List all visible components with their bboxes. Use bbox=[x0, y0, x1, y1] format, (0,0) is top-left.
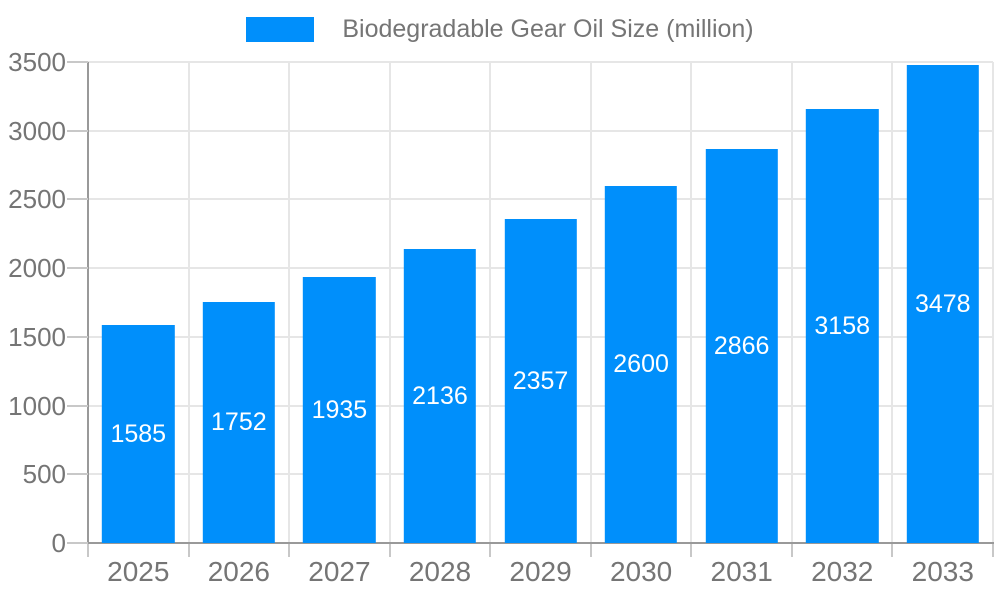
bar-slot: 1935 bbox=[289, 62, 390, 543]
x-tick bbox=[992, 544, 994, 557]
y-axis-labels: 0 500 1000 1500 2000 2500 3000 3500 bbox=[0, 49, 66, 556]
bar-2027[interactable]: 1935 bbox=[303, 277, 376, 543]
x-tick bbox=[388, 544, 391, 557]
y-tick bbox=[67, 473, 88, 476]
bar-slot: 2357 bbox=[490, 62, 591, 543]
v-gridline bbox=[187, 62, 190, 543]
y-tick bbox=[67, 404, 88, 407]
x-axis-line bbox=[88, 542, 994, 544]
x-tick-label: 2032 bbox=[811, 556, 874, 587]
x-tick bbox=[288, 544, 291, 557]
bar-slot: 2600 bbox=[591, 62, 692, 543]
bar-2028[interactable]: 2136 bbox=[403, 249, 477, 543]
x-tick-label: 2026 bbox=[207, 556, 270, 587]
x-tick-label: 2025 bbox=[107, 556, 170, 587]
x-tick-label: 2028 bbox=[408, 556, 472, 587]
x-tick-label: 2029 bbox=[509, 556, 572, 587]
h-gridline bbox=[88, 129, 993, 132]
x-tick bbox=[589, 544, 592, 557]
bar-2030[interactable]: 2600 bbox=[604, 185, 678, 543]
y-tick-label: 2000 bbox=[8, 253, 66, 284]
bar-slot: 1752 bbox=[189, 62, 290, 543]
h-gridline bbox=[88, 61, 993, 63]
v-gridline bbox=[589, 62, 592, 543]
bar-slot: 3478 bbox=[893, 62, 994, 543]
bar-slot: 1585 bbox=[88, 62, 189, 543]
y-tick-label: 2500 bbox=[8, 184, 66, 215]
bar-value-label: 2357 bbox=[512, 366, 569, 395]
bar-value-label: 1585 bbox=[110, 419, 167, 448]
bar-value-label: 3478 bbox=[914, 289, 971, 318]
bar-value-label: 3158 bbox=[814, 311, 871, 340]
v-gridline bbox=[690, 62, 693, 543]
x-tick-label: 2027 bbox=[308, 556, 371, 587]
y-axis-line bbox=[87, 62, 89, 557]
y-tick bbox=[67, 335, 88, 338]
bar-value-label: 1752 bbox=[211, 408, 267, 437]
x-tick bbox=[690, 544, 693, 557]
v-gridline bbox=[891, 62, 894, 543]
x-tick bbox=[187, 544, 190, 557]
y-tick bbox=[67, 267, 88, 270]
x-tick-label: 2031 bbox=[710, 556, 773, 587]
bar-2025[interactable]: 1585 bbox=[102, 325, 175, 543]
y-tick-label: 1500 bbox=[8, 321, 66, 352]
v-gridline bbox=[790, 62, 793, 543]
bar-value-label: 1935 bbox=[311, 395, 368, 424]
y-tick bbox=[67, 61, 88, 63]
bar-2032[interactable]: 3158 bbox=[806, 109, 879, 543]
y-tick-label: 3500 bbox=[8, 47, 66, 77]
bar-slot: 2866 bbox=[691, 62, 792, 543]
x-axis-labels: 2025 2026 2027 2028 2029 2030 2031 2032 2033 bbox=[88, 558, 993, 586]
v-gridline bbox=[388, 62, 391, 543]
y-tick bbox=[67, 129, 88, 132]
bar-value-label: 2866 bbox=[713, 331, 770, 360]
x-tick bbox=[891, 544, 894, 557]
bar-2029[interactable]: 2357 bbox=[504, 219, 577, 543]
bar-slot: 2136 bbox=[390, 62, 491, 543]
legend[interactable]: Biodegradable Gear Oil Size (million) bbox=[0, 15, 1000, 44]
bar-series: 1585 1752 1935 2136 2357 2600 2866 3158 3478 bbox=[88, 62, 993, 543]
x-tick bbox=[489, 544, 492, 557]
y-tick-label: 0 bbox=[51, 528, 66, 558]
bar-2026[interactable]: 1752 bbox=[202, 302, 276, 543]
x-tick-label: 2030 bbox=[609, 556, 673, 587]
bar-value-label: 2600 bbox=[613, 349, 669, 378]
x-tick-label: 2033 bbox=[911, 556, 974, 587]
y-tick bbox=[67, 198, 88, 201]
legend-swatch bbox=[246, 17, 315, 42]
legend-label: Biodegradable Gear Oil Size (million) bbox=[342, 15, 754, 43]
bar-value-label: 2136 bbox=[412, 381, 468, 410]
h-gridline bbox=[88, 198, 993, 201]
v-gridline bbox=[288, 62, 291, 543]
bar-slot: 3158 bbox=[792, 62, 893, 543]
y-tick-label: 1000 bbox=[8, 390, 66, 421]
x-tick bbox=[790, 544, 793, 557]
x-tick bbox=[87, 544, 89, 557]
v-gridline bbox=[992, 62, 994, 543]
y-tick-label: 500 bbox=[22, 459, 66, 490]
bar-2033[interactable]: 3478 bbox=[906, 65, 979, 543]
bar-2031[interactable]: 2866 bbox=[705, 149, 778, 543]
y-tick-label: 3000 bbox=[8, 115, 66, 146]
v-gridline bbox=[489, 62, 492, 543]
y-tick bbox=[67, 542, 88, 544]
